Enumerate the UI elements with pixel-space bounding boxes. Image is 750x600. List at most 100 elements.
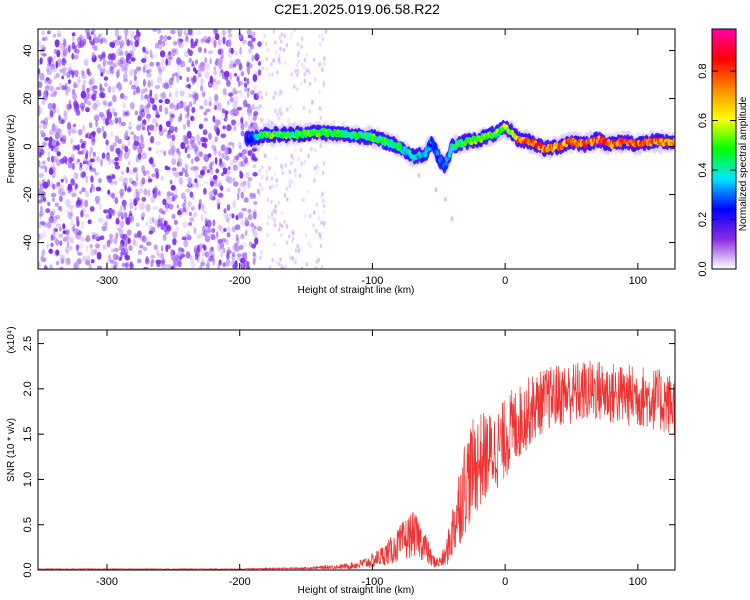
colorbar-tick-label: 0.4 — [697, 162, 709, 177]
noise-cell — [175, 226, 180, 233]
noise-cell — [111, 192, 115, 199]
noise-cell — [124, 95, 129, 101]
noise-cell — [228, 33, 233, 38]
noise-cell — [315, 170, 319, 176]
noise-cell — [158, 44, 163, 50]
noise-cell — [253, 225, 257, 230]
noise-cell — [87, 219, 92, 224]
noise-cell — [108, 118, 112, 125]
noise-cell — [159, 217, 164, 222]
noise-cell — [157, 29, 161, 34]
noise-cell — [52, 66, 57, 73]
noise-cell — [133, 75, 137, 81]
noise-cell — [119, 205, 123, 211]
noise-cell — [191, 107, 196, 114]
noise-cell — [60, 258, 65, 264]
x-tick-label: 0 — [502, 275, 508, 287]
noise-cell — [116, 37, 120, 43]
noise-cell — [158, 104, 163, 113]
noise-cell — [178, 247, 183, 252]
noise-cell — [112, 94, 119, 102]
noise-cell — [55, 214, 61, 220]
noise-cell — [47, 201, 51, 207]
noise-cell — [128, 121, 132, 126]
noise-cell — [275, 178, 279, 183]
noise-cell — [85, 260, 91, 266]
noise-cell — [132, 166, 139, 174]
noise-cell — [286, 107, 289, 112]
noise-cell — [225, 214, 231, 221]
noise-cell — [250, 155, 255, 163]
noise-cell — [300, 36, 304, 41]
noise-cell — [38, 199, 43, 204]
noise-cell — [267, 215, 271, 220]
noise-cell — [243, 87, 248, 92]
noise-cell — [119, 56, 125, 65]
noise-cell — [55, 223, 62, 228]
noise-cell — [221, 152, 225, 159]
noise-cell — [128, 177, 134, 185]
noise-cell — [38, 151, 43, 159]
noise-cell — [185, 251, 191, 259]
noise-cell — [130, 34, 134, 40]
noise-cell — [190, 207, 195, 211]
noise-cell — [106, 143, 110, 152]
noise-cell — [302, 197, 306, 203]
noise-cell — [173, 72, 178, 77]
noise-cell — [57, 128, 62, 135]
noise-cell — [45, 91, 48, 99]
noise-cell — [118, 59, 124, 68]
noise-cell — [38, 81, 43, 89]
noise-cell — [319, 61, 322, 67]
noise-cell — [217, 38, 222, 46]
noise-cell — [127, 139, 131, 147]
noise-cell — [124, 184, 127, 192]
noise-cell — [131, 31, 135, 37]
noise-cell — [243, 77, 247, 82]
noise-cell — [137, 249, 143, 255]
noise-cell — [41, 99, 46, 106]
noise-cell — [149, 97, 155, 104]
noise-cell — [54, 132, 60, 140]
noise-cell — [222, 29, 226, 37]
noise-cell — [290, 161, 293, 166]
noise-cell — [270, 176, 274, 181]
noise-cell — [217, 224, 222, 231]
noise-cell — [136, 258, 142, 264]
noise-cell — [161, 257, 166, 266]
noise-cell — [279, 257, 282, 262]
noise-cell — [148, 124, 155, 131]
noise-cell — [271, 184, 275, 189]
noise-cell — [184, 146, 188, 154]
noise-cell — [38, 233, 41, 241]
noise-cell — [206, 169, 211, 174]
noise-cell — [50, 162, 56, 168]
noise-cell — [118, 175, 125, 183]
noise-cell — [212, 144, 217, 151]
noise-cell — [182, 207, 186, 213]
noise-cell — [128, 40, 134, 46]
noise-cell — [227, 246, 231, 254]
noise-cell — [150, 196, 155, 204]
x-tick-label: -100 — [361, 576, 383, 588]
noise-cell — [124, 66, 128, 74]
noise-cell — [56, 86, 61, 91]
noise-cell — [294, 259, 298, 264]
noise-cell — [240, 130, 245, 137]
noise-cell — [274, 90, 277, 96]
noise-cell — [105, 154, 111, 162]
noise-cell — [203, 111, 207, 116]
noise-cell — [184, 135, 188, 141]
noise-cell — [139, 244, 144, 249]
noise-cell — [213, 29, 218, 36]
noise-cell — [43, 137, 50, 141]
noise-cell — [251, 37, 256, 42]
noise-cell — [50, 146, 54, 152]
noise-cell — [211, 77, 214, 85]
noise-cell — [89, 187, 93, 194]
x-tick-label: 100 — [629, 576, 647, 588]
noise-cell — [202, 129, 208, 136]
noise-cell — [222, 247, 226, 254]
noise-cell — [276, 112, 279, 118]
noise-cell — [212, 178, 217, 184]
